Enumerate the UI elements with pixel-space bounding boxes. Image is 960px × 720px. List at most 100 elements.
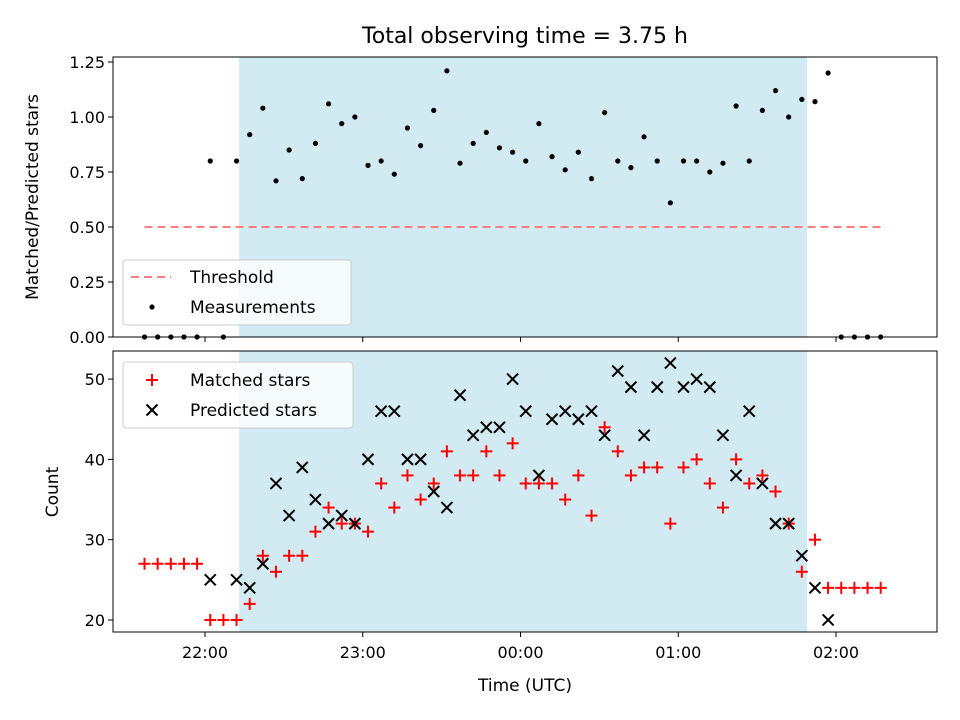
top-y-tick-label: 0.75 bbox=[69, 163, 105, 182]
predicted-star-point bbox=[204, 573, 217, 587]
measurement-point bbox=[352, 114, 358, 120]
predicted-star-point bbox=[243, 581, 256, 595]
matched-star-point bbox=[309, 525, 322, 538]
matched-star-point bbox=[519, 477, 532, 490]
top-y-tick-label: 0.25 bbox=[69, 273, 105, 292]
matched-star-point bbox=[388, 501, 401, 514]
predicted-star-point bbox=[506, 372, 519, 386]
measurement-point bbox=[444, 68, 450, 74]
predicted-star-point bbox=[545, 413, 559, 426]
matched-star-point bbox=[585, 509, 598, 522]
predicted-star-point bbox=[651, 380, 664, 394]
matched-star-point bbox=[401, 469, 414, 482]
x-tick-label: 22:00 bbox=[182, 643, 228, 662]
top-legend-box bbox=[122, 259, 352, 326]
predicted-star-point bbox=[677, 380, 690, 394]
legend-matched-label: Matched stars bbox=[190, 371, 310, 391]
matched-star-point bbox=[296, 549, 309, 562]
measurement-point bbox=[312, 140, 319, 146]
x-tick-label: 23:00 bbox=[340, 643, 386, 662]
predicted-star-point bbox=[335, 509, 348, 522]
matched-star-point bbox=[874, 581, 887, 594]
predicted-star-point bbox=[361, 453, 375, 466]
matched-star-point bbox=[861, 581, 874, 594]
matched-star-point bbox=[572, 469, 585, 482]
matched-star-point bbox=[283, 549, 296, 562]
measurement-point bbox=[286, 147, 292, 153]
measurement-point bbox=[325, 101, 332, 107]
measurement-point bbox=[549, 154, 555, 160]
predicted-star-point bbox=[145, 403, 159, 417]
matched-star-point bbox=[559, 493, 572, 506]
predicted-star-point bbox=[558, 405, 572, 418]
matched-star-point bbox=[756, 469, 769, 482]
x-tick-label: 01:00 bbox=[655, 643, 701, 662]
predicted-star-point bbox=[703, 380, 717, 394]
matched-star-point bbox=[808, 533, 821, 546]
predicted-star-point bbox=[388, 405, 401, 418]
top-y-tick-label: 1.25 bbox=[69, 53, 105, 72]
top-y-tick-label: 0.50 bbox=[69, 218, 105, 237]
predicted-star-point bbox=[756, 477, 769, 490]
predicted-star-point bbox=[322, 517, 335, 530]
measurement-point bbox=[365, 162, 371, 168]
matched-star-point bbox=[532, 477, 545, 490]
bottom-y-tick-label: 40 bbox=[85, 450, 105, 469]
matched-star-point bbox=[690, 453, 703, 466]
measurement-point bbox=[470, 140, 476, 146]
measurement-point bbox=[812, 99, 818, 105]
matched-star-point bbox=[454, 469, 467, 482]
matched-star-point bbox=[651, 461, 664, 474]
matched-star-point bbox=[493, 469, 506, 482]
matched-star-point bbox=[256, 549, 269, 562]
measurement-point bbox=[654, 158, 660, 164]
matched-star-point bbox=[598, 421, 611, 434]
predicted-star-point bbox=[795, 549, 809, 562]
measurement-point bbox=[759, 107, 765, 113]
legend-threshold-label: Threshold bbox=[189, 268, 274, 288]
predicted-star-point bbox=[230, 573, 243, 587]
matched-star-point bbox=[151, 557, 164, 570]
top-panel: 0.00 0.25 0.50 0.75 1.00 1.25 Matched/Predict… bbox=[23, 53, 938, 347]
predicted-star-point bbox=[624, 380, 638, 394]
measurement-point bbox=[233, 158, 240, 164]
measurement-point bbox=[562, 167, 568, 173]
measurement-point bbox=[457, 160, 463, 166]
measurement-point bbox=[786, 114, 792, 120]
measurement-point bbox=[260, 105, 266, 111]
measurement-point bbox=[720, 160, 726, 166]
matched-star-point bbox=[269, 565, 282, 578]
predicted-star-point bbox=[414, 453, 427, 466]
measurement-point bbox=[707, 169, 713, 175]
measurement-point bbox=[680, 158, 687, 164]
matched-star-point bbox=[146, 374, 158, 386]
predicted-star-point bbox=[598, 429, 611, 442]
matched-star-point bbox=[677, 461, 690, 474]
measurement-point bbox=[733, 103, 739, 109]
predicted-star-point bbox=[296, 461, 309, 474]
matched-star-point bbox=[230, 613, 243, 626]
matched-star-point bbox=[322, 501, 335, 514]
predicted-star-point bbox=[716, 429, 730, 442]
matched-star-point bbox=[730, 453, 743, 466]
measurement-point bbox=[615, 158, 621, 164]
matched-star-point bbox=[664, 517, 677, 530]
legend-measurements-swatch bbox=[149, 304, 155, 310]
top-y-tick-label: 1.00 bbox=[69, 108, 105, 127]
predicted-star-point bbox=[348, 517, 362, 530]
predicted-star-point bbox=[309, 493, 322, 506]
chart-title: Total observing time = 3.75 h bbox=[361, 24, 688, 49]
predicted-star-point bbox=[493, 421, 506, 434]
measurement-point bbox=[628, 165, 634, 171]
top-x-ticks bbox=[204, 337, 837, 342]
measurement-point bbox=[483, 129, 489, 135]
x-axis-label: Time (UTC) bbox=[477, 676, 572, 696]
matched-star-point bbox=[204, 613, 217, 626]
bottom-y-ticks: 20 30 40 50 bbox=[85, 370, 113, 630]
top-legend: Threshold Measurements bbox=[122, 259, 352, 326]
measurement-point bbox=[641, 134, 647, 140]
measurement-point bbox=[247, 132, 253, 138]
top-y-axis-label: Matched/Predicted stars bbox=[23, 94, 43, 300]
measurement-point bbox=[207, 158, 213, 164]
matched-star-point bbox=[440, 445, 453, 458]
